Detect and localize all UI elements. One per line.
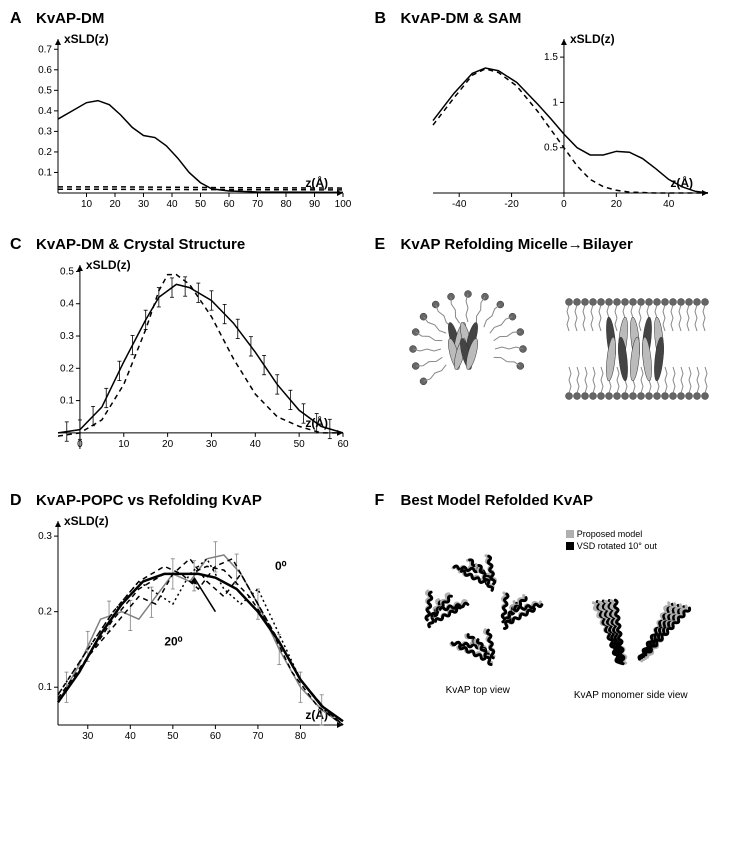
svg-text:20⁰: 20⁰ [164, 635, 182, 649]
svg-text:40: 40 [166, 199, 178, 210]
svg-text:70: 70 [252, 199, 264, 210]
panel-f: F Best Model Refolded KvAP KvAP top view… [375, 492, 730, 753]
svg-text:0.1: 0.1 [38, 167, 52, 178]
svg-text:70: 70 [252, 731, 264, 742]
svg-text:30: 30 [206, 439, 218, 450]
svg-text:1.5: 1.5 [544, 52, 558, 63]
panel-d: D KvAP-POPC vs Refolding KvAP 30 40 50 60 70… [10, 492, 365, 753]
svg-text:60: 60 [337, 439, 349, 450]
panel-f-body: KvAP top view Proposed model VSD rotated… [375, 515, 730, 715]
panel-a-title: KvAP-DM [36, 10, 365, 27]
svg-text:z(Å): z(Å) [305, 175, 328, 190]
svg-text:60: 60 [223, 199, 235, 210]
panel-f-title: Best Model Refolded KvAP [401, 492, 730, 509]
chart-c: 01020304050600.10.20.30.40.5z(Å)xSLD(z) [10, 257, 355, 477]
panel-d-title: KvAP-POPC vs Refolding KvAP [36, 492, 365, 509]
svg-text:0.2: 0.2 [38, 607, 52, 618]
svg-text:80: 80 [295, 731, 307, 742]
svg-text:40: 40 [125, 731, 137, 742]
svg-text:30: 30 [138, 199, 150, 210]
svg-text:0.6: 0.6 [38, 65, 52, 76]
svg-text:0.5: 0.5 [60, 266, 74, 277]
panel-e-label: E [375, 236, 386, 254]
kvap-top-view [408, 535, 548, 685]
svg-text:0.4: 0.4 [38, 106, 52, 117]
panel-b: B KvAP-DM & SAM -40-20020400.511.5z(Å)xS… [375, 10, 730, 221]
svg-text:0.1: 0.1 [38, 682, 52, 693]
svg-text:80: 80 [280, 199, 292, 210]
chart-d: 3040506070800.10.20.3z(Å)xSLD(z)0⁰20⁰ [10, 513, 355, 753]
svg-text:100: 100 [335, 199, 352, 210]
svg-text:0.5: 0.5 [38, 85, 52, 96]
legend-swatch-rotated [566, 542, 574, 550]
caption-side-view: KvAP monomer side view [566, 690, 696, 701]
svg-text:0.3: 0.3 [38, 531, 52, 542]
svg-text:0⁰: 0⁰ [275, 559, 287, 573]
svg-text:0: 0 [561, 199, 567, 210]
svg-text:xSLD(z): xSLD(z) [64, 514, 109, 528]
panel-a: A KvAP-DM 10 20 30 40 50 60 70 80 90 100 0.1 0.2 0.3… [10, 10, 365, 221]
svg-text:10: 10 [81, 199, 93, 210]
svg-text:20: 20 [109, 199, 121, 210]
svg-text:0.2: 0.2 [38, 147, 52, 158]
panel-b-label: B [375, 10, 387, 28]
svg-text:xSLD(z): xSLD(z) [569, 32, 614, 46]
svg-text:-40: -40 [451, 199, 466, 210]
chart-b: -40-20020400.511.5z(Å)xSLD(z) [375, 31, 720, 221]
svg-text:xSLD(z): xSLD(z) [86, 258, 131, 272]
legend-rotated: VSD rotated 10° out [577, 541, 657, 551]
svg-text:-20: -20 [504, 199, 519, 210]
svg-text:40: 40 [663, 199, 675, 210]
bilayer-diagram [561, 274, 711, 424]
svg-text:xSLD(z): xSLD(z) [64, 32, 109, 46]
legend-f: Proposed model VSD rotated 10° out [566, 529, 657, 552]
svg-text:0.3: 0.3 [38, 126, 52, 137]
svg-text:0.7: 0.7 [38, 44, 52, 55]
svg-text:20: 20 [162, 439, 174, 450]
svg-text:0.2: 0.2 [60, 363, 74, 374]
panel-e-title: KvAP Refolding Micelle→Bilayer [401, 236, 730, 253]
svg-text:0: 0 [77, 439, 83, 450]
svg-text:60: 60 [210, 731, 222, 742]
svg-text:0.3: 0.3 [60, 331, 74, 342]
svg-text:1: 1 [552, 97, 558, 108]
panel-f-label: F [375, 492, 385, 510]
panel-e: E KvAP Refolding Micelle→Bilayer [375, 236, 730, 477]
svg-text:90: 90 [309, 199, 321, 210]
svg-text:50: 50 [195, 199, 207, 210]
legend-swatch-proposed [566, 530, 574, 538]
panel-e-body [375, 259, 730, 439]
panel-c: C KvAP-DM & Crystal Structure 0 10 20 30 40 5… [10, 236, 365, 477]
chart-a: 10 20 30 40 50 60 70 80 90 100 0.1 0.2 0.3 0.4 0.5 0.6 0… [10, 31, 355, 221]
panel-c-label: C [10, 236, 22, 254]
caption-top-view: KvAP top view [408, 685, 548, 696]
svg-text:50: 50 [294, 439, 306, 450]
micelle-diagram [393, 274, 543, 424]
svg-text:0.4: 0.4 [60, 299, 74, 310]
figure-grid: A KvAP-DM 1020304050607080901000.10.20.3… [10, 10, 729, 753]
panel-a-label: A [10, 10, 22, 28]
svg-text:40: 40 [250, 439, 262, 450]
kvap-side-view [566, 560, 696, 690]
panel-d-label: D [10, 492, 22, 510]
panel-b-title: KvAP-DM & SAM [401, 10, 730, 27]
svg-text:0.5: 0.5 [544, 143, 558, 154]
svg-text:0.1: 0.1 [60, 396, 74, 407]
legend-proposed: Proposed model [577, 529, 643, 539]
svg-text:50: 50 [167, 731, 179, 742]
panel-c-title: KvAP-DM & Crystal Structure [36, 236, 365, 253]
svg-text:10: 10 [118, 439, 130, 450]
svg-text:30: 30 [82, 731, 94, 742]
svg-text:20: 20 [610, 199, 622, 210]
